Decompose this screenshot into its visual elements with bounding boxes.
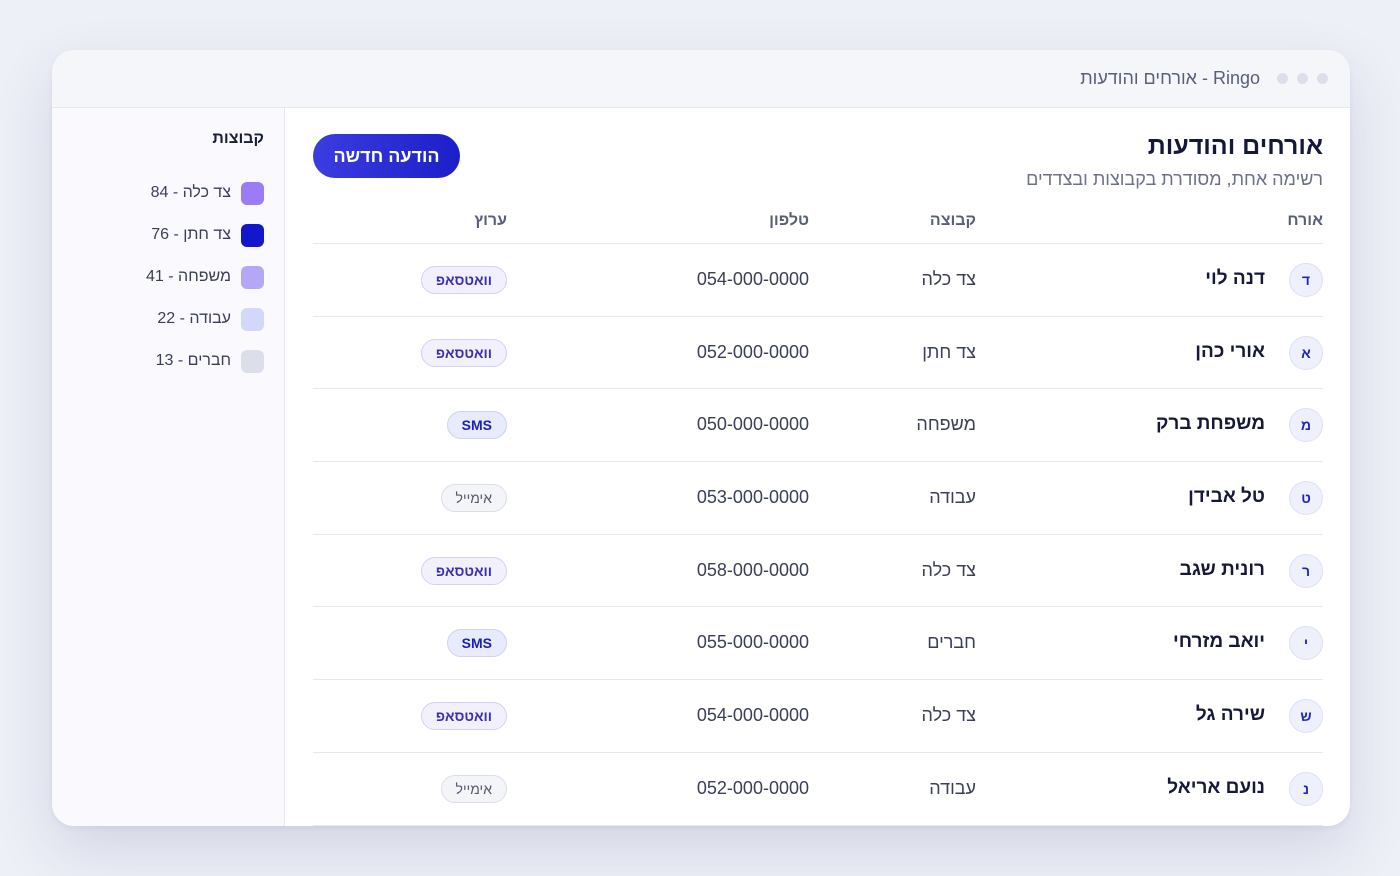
guest-group: עבודה [929, 777, 976, 798]
guest-name: נועם אריאל [1167, 776, 1265, 798]
page-subtitle: רשימה אחת, מסודרת בקבוצות ובצדדים [1026, 169, 1323, 189]
group-color-swatch [241, 265, 264, 289]
guest-name: טל אבידן [1188, 486, 1265, 508]
channel-badge[interactable]: וואטסאפ [420, 702, 507, 731]
main-content: אורחים והודעות רשימה אחת, מסודרת בקבוצות… [286, 108, 1350, 826]
group-item[interactable]: צד כלה - 84 [146, 172, 264, 214]
column-header-group[interactable]: קבוצה [929, 212, 976, 229]
guest-phone: 052-000-0000 [696, 777, 809, 798]
guest-group: צד כלה [921, 705, 976, 726]
table-row[interactable]: ט טל אבידן עבודה 053-000-0000 אימייל [313, 462, 1323, 535]
page-title: אורחים והודעות [1147, 132, 1323, 160]
column-header-channel[interactable]: ערוץ [474, 212, 507, 229]
channel-badge[interactable]: וואטסאפ [420, 556, 507, 585]
guests-table: אורח קבוצה טלפון ערוץ ד דנה לוי צד כלה 054-… [313, 200, 1323, 826]
channel-badge[interactable]: וואטסאפ [420, 338, 507, 367]
guest-group: צד חתן [922, 341, 976, 362]
guest-phone: 054-000-0000 [696, 269, 809, 289]
group-label: צד כלה - 84 [150, 184, 231, 201]
window-dot-icon[interactable] [1317, 73, 1328, 84]
groups-sidebar: קבוצות צד כלה - 84 צד חתן - 76 משפחה - 41 ע… [52, 108, 285, 826]
app-window: Ringo - אורחים והודעות קבוצות צד כלה - 8… [52, 50, 1350, 826]
table-row[interactable]: י יואב מזרחי חברים 055-000-0000 SMS [313, 607, 1323, 681]
table-body: ד דנה לוי צד כלה 054-000-0000 וואטסאפ א אורי כ… [313, 244, 1323, 826]
channel-badge[interactable]: SMS [446, 411, 507, 440]
group-label: צד חתן - 76 [151, 226, 231, 243]
group-color-swatch [241, 181, 264, 205]
guest-phone: 052-000-0000 [696, 341, 809, 362]
column-header-guest[interactable]: אורח [1287, 212, 1323, 229]
table-row[interactable]: ד דנה לוי צד כלה 054-000-0000 וואטסאפ [313, 244, 1323, 317]
avatar: ד [1289, 263, 1323, 297]
table-row[interactable]: א אורי כהן צד חתן 052-000-0000 וואטסאפ [313, 317, 1323, 390]
table-row[interactable]: ר רונית שגב צד כלה 058-000-0000 וואטסאפ [313, 535, 1323, 608]
channel-badge[interactable]: SMS [446, 629, 507, 658]
guest-name: אורי כהן [1195, 340, 1265, 362]
group-item[interactable]: צד חתן - 76 [146, 214, 264, 256]
guest-group: עבודה [929, 487, 976, 508]
guest-phone: 050-000-0000 [696, 414, 809, 435]
channel-badge[interactable]: אימייל [440, 774, 507, 803]
table-row[interactable]: נ נועם אריאל עבודה 052-000-0000 אימייל [313, 753, 1323, 826]
window-dot-icon[interactable] [1277, 73, 1288, 84]
title-bar: Ringo - אורחים והודעות [52, 50, 1350, 108]
window-dot-icon[interactable] [1297, 73, 1308, 84]
table-header: אורח קבוצה טלפון ערוץ [313, 200, 1323, 244]
avatar: ט [1289, 481, 1323, 516]
group-label: חברים - 13 [155, 352, 231, 369]
window-controls [1277, 73, 1328, 84]
guest-phone: 053-000-0000 [696, 487, 809, 508]
guest-name: יואב מזרחי [1172, 631, 1265, 653]
new-message-button[interactable]: הודעה חדשה [313, 134, 460, 178]
avatar: מ [1289, 408, 1323, 443]
group-item[interactable]: חברים - 13 [146, 340, 264, 382]
avatar: ש [1289, 699, 1323, 734]
guest-name: דנה לוי [1205, 268, 1265, 289]
guest-name: שירה גל [1195, 704, 1265, 726]
guest-phone: 055-000-0000 [696, 632, 809, 653]
avatar: א [1289, 335, 1323, 370]
guest-name: משפחת ברק [1155, 413, 1265, 435]
guest-group: צד כלה [921, 559, 976, 580]
group-label: עבודה - 22 [157, 310, 231, 327]
group-color-swatch [241, 349, 264, 373]
group-color-swatch [241, 223, 264, 247]
channel-badge[interactable]: אימייל [440, 484, 507, 513]
guest-group: צד כלה [921, 269, 976, 289]
guest-group: חברים [927, 632, 976, 653]
avatar: י [1289, 626, 1323, 661]
guest-group: משפחה [916, 414, 976, 435]
group-item[interactable]: עבודה - 22 [146, 298, 264, 340]
column-header-phone[interactable]: טלפון [769, 212, 809, 229]
guest-phone: 054-000-0000 [696, 705, 809, 726]
channel-badge[interactable]: וואטסאפ [420, 266, 507, 294]
table-row[interactable]: מ משפחת ברק משפחה 050-000-0000 SMS [313, 389, 1323, 463]
group-label: משפחה - 41 [146, 268, 231, 285]
window-title: Ringo - אורחים והודעות [1080, 68, 1260, 88]
group-list: צד כלה - 84 צד חתן - 76 משפחה - 41 עבודה - … [146, 172, 264, 382]
group-color-swatch [241, 307, 264, 331]
avatar: ר [1289, 553, 1323, 588]
guest-phone: 058-000-0000 [696, 559, 809, 580]
group-item[interactable]: משפחה - 41 [146, 256, 264, 298]
table-row[interactable]: ש שירה גל צד כלה 054-000-0000 וואטסאפ [313, 680, 1323, 753]
sidebar-heading: קבוצות [212, 130, 264, 147]
avatar: נ [1289, 771, 1323, 806]
guest-name: רונית שגב [1179, 558, 1265, 580]
